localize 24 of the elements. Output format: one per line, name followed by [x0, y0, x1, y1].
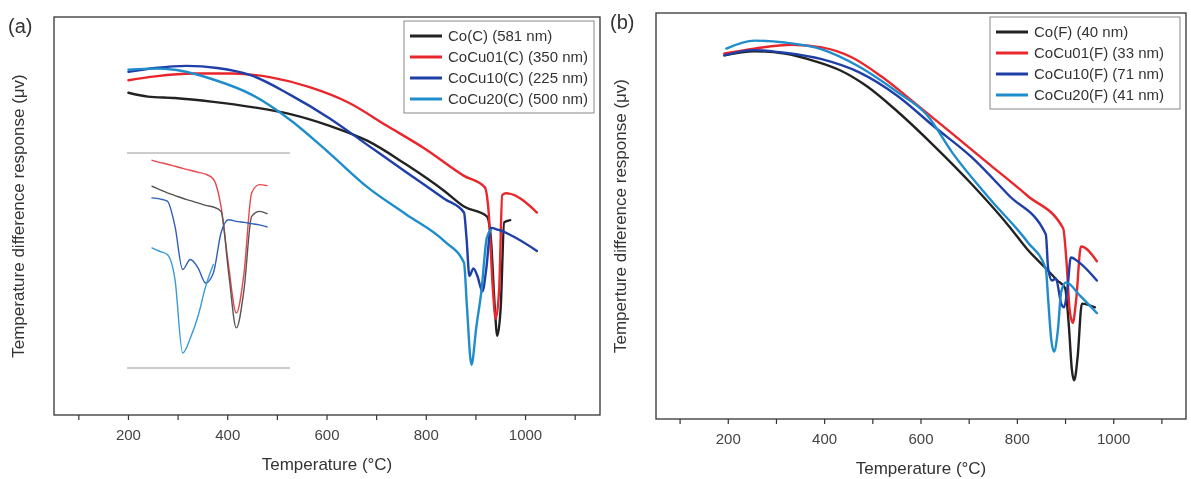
chart-title: (b): [610, 11, 635, 33]
x-tick-label: 200: [715, 430, 741, 447]
legend-label: CoCu10(C) (225 nm): [448, 69, 589, 86]
legend-label: CoCu20(F) (41 nm): [1034, 86, 1165, 103]
x-tick-label: 800: [1004, 430, 1030, 447]
legend-label: CoCu20(C) (500 nm): [448, 90, 589, 107]
y-axis-title: Temperature difference response (μv): [9, 74, 28, 358]
legend-label: Co(F) (40 nm): [1034, 23, 1129, 40]
x-tick-label: 600: [908, 430, 934, 447]
y-axis-title: Temperture difference response (μv): [611, 78, 630, 354]
x-axis-title: Temperature (°C): [261, 455, 393, 474]
x-axis-title: Temperature (°C): [855, 459, 987, 478]
legend-label: CoCu01(F) (33 nm): [1034, 44, 1165, 61]
legend-label: CoCu10(F) (71 nm): [1034, 65, 1165, 82]
legend-label: Co(C) (581 nm): [448, 27, 553, 44]
legend-label: CoCu01(C) (350 nm): [448, 48, 589, 65]
x-tick-label: 400: [812, 430, 838, 447]
x-tick-label: 200: [115, 426, 141, 443]
chart-title: (a): [8, 15, 33, 37]
x-tick-label: 400: [215, 426, 241, 443]
x-tick-label: 1000: [1097, 430, 1131, 447]
x-tick-label: 1000: [508, 426, 543, 443]
x-tick-label: 800: [413, 426, 439, 443]
x-tick-label: 600: [314, 426, 340, 443]
